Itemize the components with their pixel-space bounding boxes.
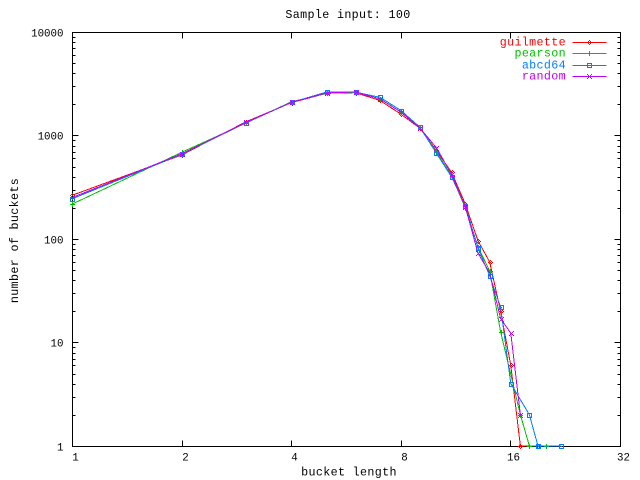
svg-text:abcd64: abcd64 xyxy=(522,59,566,73)
svg-text:pearson: pearson xyxy=(514,47,566,61)
svg-text:guilmette: guilmette xyxy=(500,36,566,50)
svg-text:random: random xyxy=(522,70,566,84)
svg-text:number of buckets: number of buckets xyxy=(8,178,22,303)
svg-text:1: 1 xyxy=(72,452,78,464)
svg-text:16: 16 xyxy=(507,452,520,464)
svg-text:32: 32 xyxy=(617,452,630,464)
svg-text:10: 10 xyxy=(51,338,64,350)
svg-text:100: 100 xyxy=(44,235,63,247)
svg-text:4: 4 xyxy=(291,452,297,464)
svg-text:1000: 1000 xyxy=(38,131,64,143)
svg-text:8: 8 xyxy=(401,452,407,464)
svg-text:1: 1 xyxy=(57,442,63,454)
svg-text:10000: 10000 xyxy=(31,28,63,40)
svg-text:Sample input: 100: Sample input: 100 xyxy=(285,8,410,22)
svg-text:bucket length: bucket length xyxy=(301,466,397,480)
svg-text:2: 2 xyxy=(182,452,188,464)
